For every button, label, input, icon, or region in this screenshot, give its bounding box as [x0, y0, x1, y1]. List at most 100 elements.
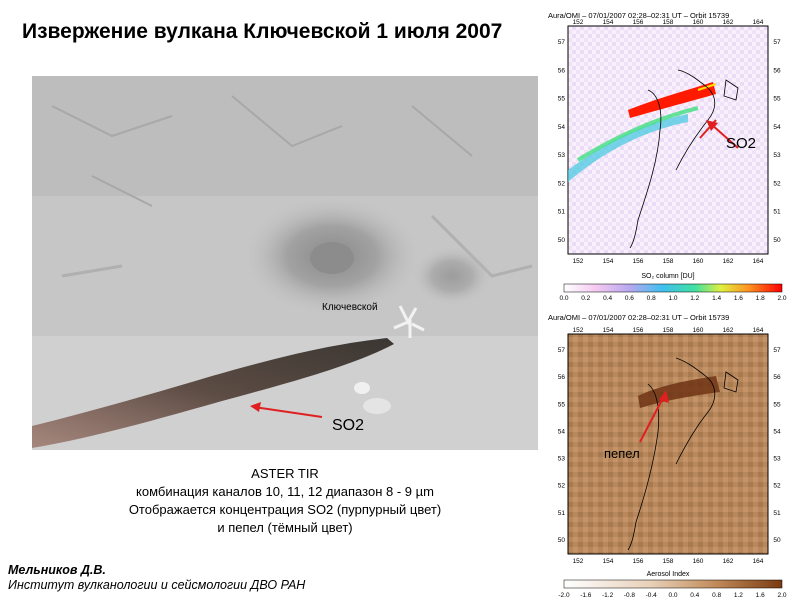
so2-lat-tick: 55: [558, 96, 566, 103]
so2-map-arrow: [710, 123, 739, 149]
so2-lon-tick: 158: [663, 19, 674, 26]
aster-so2-label: SO2: [332, 417, 364, 434]
so2-colorbar-tick: 2.0: [777, 295, 786, 300]
ash-lat-tick: 55: [558, 401, 566, 408]
ash-lat-tick-right: 56: [773, 374, 781, 381]
so2-lat-tick: 51: [558, 209, 566, 216]
aster-satellite-image: Ключевской SO2: [32, 76, 538, 450]
so2-lat-tick: 57: [558, 39, 566, 46]
ash-colorbar-tick: -2.0: [558, 592, 570, 599]
so2-map-arrowhead: [706, 120, 718, 131]
so2-lon-tick-bottom: 160: [693, 258, 704, 265]
so2-colorbar-tick: 1.6: [734, 295, 743, 300]
so2-colorbar-tick: 0.8: [647, 295, 656, 300]
ash-lon-tick: 152: [573, 327, 584, 334]
ash-map-panel: Aura/OMI – 07/01/2007 02:28–02:31 UT – O…: [548, 312, 788, 602]
ash-lat-tick-right: 50: [773, 537, 781, 544]
ash-colorbar-tick: -1.6: [580, 592, 592, 599]
ash-lon-tick: 156: [633, 327, 644, 334]
ash-colorbar-tick: 1.6: [756, 592, 765, 599]
so2-lon-tick: 160: [693, 19, 704, 26]
ash-lat-tick: 53: [558, 456, 566, 463]
so2-lat-tick: 53: [558, 152, 566, 159]
so2-lat-tick-right: 51: [773, 209, 781, 216]
so2-arrowhead: [250, 402, 261, 412]
caption-line-1: ASTER TIR: [251, 466, 319, 481]
ash-colorbar-tick: 0.0: [668, 592, 677, 599]
ash-map-arrow: [639, 395, 665, 443]
so2-lat-tick: 50: [558, 237, 566, 244]
ash-lat-tick-right: 51: [773, 510, 781, 517]
ash-lat-tick-right: 52: [773, 483, 781, 490]
ash-lon-tick: 162: [723, 327, 734, 334]
so2-colorbar-tick: 0.6: [625, 295, 634, 300]
so2-colorbar-tick: 0.4: [603, 295, 612, 300]
so2-colorbar-tick: 1.8: [756, 295, 765, 300]
so2-map-header: Aura/OMI – 07/01/2007 02:28–02:31 UT – O…: [548, 11, 729, 20]
so2-lon-tick: 164: [753, 19, 764, 26]
ash-colorbar-label: Aerosol Index: [647, 571, 690, 578]
so2-lat-tick-right: 53: [773, 152, 781, 159]
ash-lat-tick: 56: [558, 374, 566, 381]
ash-lon-tick: 154: [603, 327, 614, 334]
so2-arrow: [253, 406, 323, 418]
so2-lon-tick: 162: [723, 19, 734, 26]
so2-colorbar-tick: 1.2: [690, 295, 699, 300]
so2-colorbar-tick: 0.0: [559, 295, 568, 300]
so2-colorbar-tick: 0.2: [581, 295, 590, 300]
ash-lon-tick-bottom: 152: [573, 558, 584, 565]
ash-lon-tick: 164: [753, 327, 764, 334]
ash-lat-tick: 57: [558, 347, 566, 354]
so2-colorbar: [563, 283, 783, 293]
caption-line-2: комбинация каналов 10, 11, 12 диапазон 8…: [136, 484, 434, 499]
so2-colorbar-tick: 1.0: [668, 295, 677, 300]
ash-map-arrow-label: пепел: [604, 446, 640, 461]
so2-map-frame: [567, 25, 769, 255]
so2-lon-tick-bottom: 162: [723, 258, 734, 265]
volcano-label: Ключевской: [322, 302, 378, 313]
ash-lon-tick-bottom: 158: [663, 558, 674, 565]
ash-lon-tick-bottom: 164: [753, 558, 764, 565]
so2-lat-tick-right: 54: [773, 124, 781, 131]
so2-colorbar-tick: 1.4: [712, 295, 721, 300]
ash-colorbar-tick: -0.8: [624, 592, 636, 599]
slide-title: Извержение вулкана Ключевской 1 июля 200…: [22, 20, 503, 43]
ash-lat-tick: 51: [558, 510, 566, 517]
author-institute: Институт вулканологии и сейсмологии ДВО …: [8, 578, 306, 592]
ash-lon-ticks: 152 152 154 154 156 156 158 158 160 160 162 162 164 1…: [573, 327, 764, 565]
so2-lat-ticks: 57 57 56 56 55 55 54 54 53 53 52 52 51 51 50 50: [558, 39, 781, 244]
so2-lat-tick-right: 56: [773, 67, 781, 74]
ash-map-frame: [567, 333, 769, 555]
ash-lat-tick: 50: [558, 537, 566, 544]
so2-lon-tick-bottom: 154: [603, 258, 614, 265]
ash-colorbar-tick: 0.4: [690, 592, 699, 599]
ash-lat-ticks: 57 57 56 56 55 55 54 54 53 53 52 52 51 51 50 50: [558, 347, 781, 544]
so2-lon-tick-bottom: 156: [633, 258, 644, 265]
ash-colorbar-tick: -1.2: [602, 592, 614, 599]
so2-lat-tick-right: 55: [773, 96, 781, 103]
ash-colorbar-tick: 2.0: [777, 592, 786, 599]
so2-colorbar-label: SO₂ column [DU]: [641, 273, 694, 280]
ash-map-arrowhead: [659, 390, 669, 403]
so2-lon-tick: 152: [573, 19, 584, 26]
so2-lat-tick: 54: [558, 124, 566, 131]
ash-colorbar-tick: 1.2: [734, 592, 743, 599]
so2-lon-tick-bottom: 152: [573, 258, 584, 265]
so2-colorbar-ticks: 0.0 0.2 0.4 0.6 0.8 1.0 1.2 1.4 1.6 1.8 2.0: [559, 295, 786, 300]
ash-lat-tick-right: 53: [773, 456, 781, 463]
so2-lat-tick: 56: [558, 67, 566, 74]
so2-map-panel: Aura/OMI – 07/01/2007 02:28–02:31 UT – O…: [548, 10, 788, 300]
ash-lat-tick-right: 54: [773, 428, 781, 435]
so2-lon-tick-bottom: 158: [663, 258, 674, 265]
so2-lon-tick: 154: [603, 19, 614, 26]
ash-colorbar-tick: 0.8: [712, 592, 721, 599]
ash-lon-tick-bottom: 156: [633, 558, 644, 565]
ash-map-header: Aura/OMI – 07/01/2007 02:28–02:31 UT – O…: [548, 313, 729, 322]
caption-line-3: Отображается концентрация SO2 (пурпурный…: [128, 502, 442, 517]
ash-lat-tick-right: 57: [773, 347, 781, 354]
author-name: Мельников Д.В.: [8, 563, 106, 577]
ash-lat-tick-right: 55: [773, 401, 781, 408]
so2-lon-ticks: 152 152 154 154 156 156 158 158 160 160 162 162 164 1…: [573, 19, 764, 265]
ash-lat-tick: 54: [558, 428, 566, 435]
so2-lat-tick: 52: [558, 180, 566, 187]
